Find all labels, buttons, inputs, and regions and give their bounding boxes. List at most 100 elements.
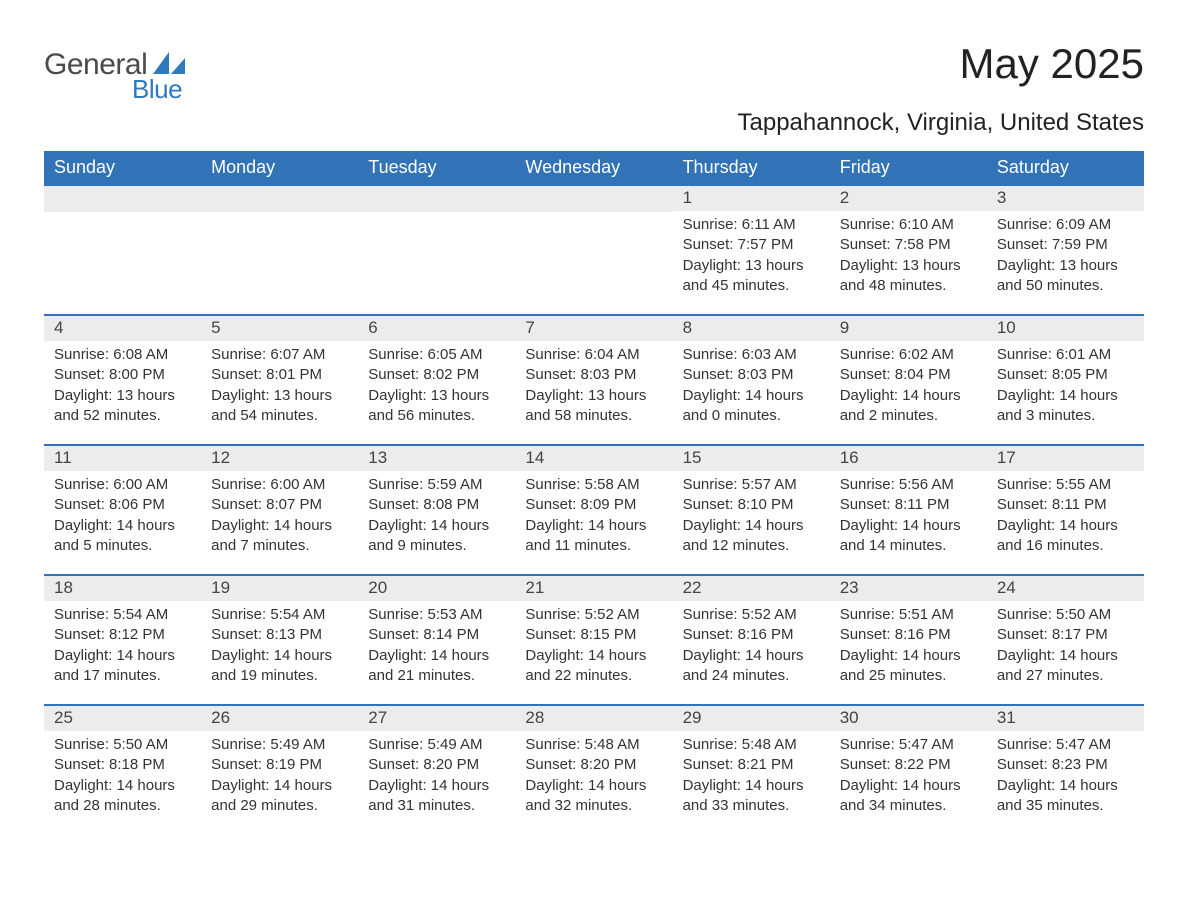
sunset-line: Sunset: 8:05 PM <box>997 365 1134 385</box>
day-body: Sunrise: 5:58 AMSunset: 8:09 PMDaylight:… <box>515 471 672 564</box>
sunset-line: Sunset: 8:22 PM <box>840 755 977 775</box>
day-cell: 20Sunrise: 5:53 AMSunset: 8:14 PMDayligh… <box>358 576 515 704</box>
day-number: 25 <box>44 706 201 731</box>
day-cell: 18Sunrise: 5:54 AMSunset: 8:12 PMDayligh… <box>44 576 201 704</box>
empty-day-cell <box>44 186 201 314</box>
sunset-line: Sunset: 8:03 PM <box>683 365 820 385</box>
sunset-line: Sunset: 8:00 PM <box>54 365 191 385</box>
day-number: 14 <box>515 446 672 471</box>
daylight-line: Daylight: 14 hours and 34 minutes. <box>840 776 977 817</box>
sunset-line: Sunset: 8:06 PM <box>54 495 191 515</box>
sunset-line: Sunset: 8:11 PM <box>840 495 977 515</box>
week-row: 1Sunrise: 6:11 AMSunset: 7:57 PMDaylight… <box>44 186 1144 314</box>
daylight-line: Daylight: 14 hours and 31 minutes. <box>368 776 505 817</box>
day-number: 18 <box>44 576 201 601</box>
daylight-line: Daylight: 14 hours and 2 minutes. <box>840 386 977 427</box>
day-body: Sunrise: 5:52 AMSunset: 8:16 PMDaylight:… <box>673 601 830 694</box>
day-number: 15 <box>673 446 830 471</box>
empty-day-number <box>358 186 515 212</box>
sunset-line: Sunset: 8:20 PM <box>525 755 662 775</box>
daylight-line: Daylight: 14 hours and 29 minutes. <box>211 776 348 817</box>
sunrise-line: Sunrise: 5:48 AM <box>525 735 662 755</box>
daylight-line: Daylight: 14 hours and 35 minutes. <box>997 776 1134 817</box>
day-body: Sunrise: 6:02 AMSunset: 8:04 PMDaylight:… <box>830 341 987 434</box>
sunset-line: Sunset: 7:59 PM <box>997 235 1134 255</box>
daylight-line: Daylight: 14 hours and 17 minutes. <box>54 646 191 687</box>
sunset-line: Sunset: 8:17 PM <box>997 625 1134 645</box>
daylight-line: Daylight: 14 hours and 14 minutes. <box>840 516 977 557</box>
day-cell: 21Sunrise: 5:52 AMSunset: 8:15 PMDayligh… <box>515 576 672 704</box>
daylight-line: Daylight: 13 hours and 58 minutes. <box>525 386 662 427</box>
daylight-line: Daylight: 14 hours and 12 minutes. <box>683 516 820 557</box>
daylight-line: Daylight: 14 hours and 33 minutes. <box>683 776 820 817</box>
sunrise-line: Sunrise: 5:57 AM <box>683 475 820 495</box>
day-cell: 12Sunrise: 6:00 AMSunset: 8:07 PMDayligh… <box>201 446 358 574</box>
weekday-header-monday: Monday <box>201 151 358 186</box>
day-number: 17 <box>987 446 1144 471</box>
daylight-line: Daylight: 14 hours and 32 minutes. <box>525 776 662 817</box>
sunrise-line: Sunrise: 6:05 AM <box>368 345 505 365</box>
day-number: 22 <box>673 576 830 601</box>
day-number: 16 <box>830 446 987 471</box>
daylight-line: Daylight: 13 hours and 52 minutes. <box>54 386 191 427</box>
empty-day-cell <box>358 186 515 314</box>
day-body: Sunrise: 6:00 AMSunset: 8:06 PMDaylight:… <box>44 471 201 564</box>
sunrise-line: Sunrise: 5:58 AM <box>525 475 662 495</box>
day-body: Sunrise: 5:47 AMSunset: 8:23 PMDaylight:… <box>987 731 1144 824</box>
day-number: 28 <box>515 706 672 731</box>
day-number: 23 <box>830 576 987 601</box>
weekday-header-wednesday: Wednesday <box>515 151 672 186</box>
day-body: Sunrise: 6:08 AMSunset: 8:00 PMDaylight:… <box>44 341 201 434</box>
day-body: Sunrise: 6:00 AMSunset: 8:07 PMDaylight:… <box>201 471 358 564</box>
day-cell: 17Sunrise: 5:55 AMSunset: 8:11 PMDayligh… <box>987 446 1144 574</box>
day-cell: 2Sunrise: 6:10 AMSunset: 7:58 PMDaylight… <box>830 186 987 314</box>
day-body: Sunrise: 6:05 AMSunset: 8:02 PMDaylight:… <box>358 341 515 434</box>
day-body: Sunrise: 5:49 AMSunset: 8:20 PMDaylight:… <box>358 731 515 824</box>
day-body: Sunrise: 5:54 AMSunset: 8:12 PMDaylight:… <box>44 601 201 694</box>
daylight-line: Daylight: 14 hours and 16 minutes. <box>997 516 1134 557</box>
page-title: May 2025 <box>960 40 1144 88</box>
daylight-line: Daylight: 14 hours and 24 minutes. <box>683 646 820 687</box>
day-number: 21 <box>515 576 672 601</box>
day-cell: 11Sunrise: 6:00 AMSunset: 8:06 PMDayligh… <box>44 446 201 574</box>
sunrise-line: Sunrise: 6:03 AM <box>683 345 820 365</box>
day-body: Sunrise: 5:52 AMSunset: 8:15 PMDaylight:… <box>515 601 672 694</box>
day-body: Sunrise: 5:48 AMSunset: 8:21 PMDaylight:… <box>673 731 830 824</box>
sunset-line: Sunset: 8:12 PM <box>54 625 191 645</box>
daylight-line: Daylight: 14 hours and 0 minutes. <box>683 386 820 427</box>
sunset-line: Sunset: 8:15 PM <box>525 625 662 645</box>
day-cell: 15Sunrise: 5:57 AMSunset: 8:10 PMDayligh… <box>673 446 830 574</box>
day-body: Sunrise: 6:04 AMSunset: 8:03 PMDaylight:… <box>515 341 672 434</box>
daylight-line: Daylight: 13 hours and 56 minutes. <box>368 386 505 427</box>
sunset-line: Sunset: 7:57 PM <box>683 235 820 255</box>
sunset-line: Sunset: 7:58 PM <box>840 235 977 255</box>
empty-day-cell <box>201 186 358 314</box>
day-cell: 5Sunrise: 6:07 AMSunset: 8:01 PMDaylight… <box>201 316 358 444</box>
day-body: Sunrise: 5:50 AMSunset: 8:18 PMDaylight:… <box>44 731 201 824</box>
sunrise-line: Sunrise: 5:49 AM <box>211 735 348 755</box>
day-number: 10 <box>987 316 1144 341</box>
day-number: 1 <box>673 186 830 211</box>
empty-day-number <box>515 186 672 212</box>
sunrise-line: Sunrise: 5:51 AM <box>840 605 977 625</box>
day-cell: 26Sunrise: 5:49 AMSunset: 8:19 PMDayligh… <box>201 706 358 834</box>
day-number: 30 <box>830 706 987 731</box>
daylight-line: Daylight: 14 hours and 9 minutes. <box>368 516 505 557</box>
sunset-line: Sunset: 8:08 PM <box>368 495 505 515</box>
day-cell: 6Sunrise: 6:05 AMSunset: 8:02 PMDaylight… <box>358 316 515 444</box>
empty-day-number <box>201 186 358 212</box>
day-number: 19 <box>201 576 358 601</box>
day-cell: 4Sunrise: 6:08 AMSunset: 8:00 PMDaylight… <box>44 316 201 444</box>
daylight-line: Daylight: 13 hours and 54 minutes. <box>211 386 348 427</box>
daylight-line: Daylight: 14 hours and 27 minutes. <box>997 646 1134 687</box>
day-cell: 8Sunrise: 6:03 AMSunset: 8:03 PMDaylight… <box>673 316 830 444</box>
title-block: May 2025 <box>960 40 1144 88</box>
sunrise-line: Sunrise: 6:00 AM <box>211 475 348 495</box>
sail-icon <box>153 52 185 74</box>
sunrise-line: Sunrise: 5:53 AM <box>368 605 505 625</box>
day-number: 31 <box>987 706 1144 731</box>
weekday-header-friday: Friday <box>830 151 987 186</box>
day-body: Sunrise: 5:59 AMSunset: 8:08 PMDaylight:… <box>358 471 515 564</box>
day-cell: 23Sunrise: 5:51 AMSunset: 8:16 PMDayligh… <box>830 576 987 704</box>
day-body: Sunrise: 6:10 AMSunset: 7:58 PMDaylight:… <box>830 211 987 304</box>
